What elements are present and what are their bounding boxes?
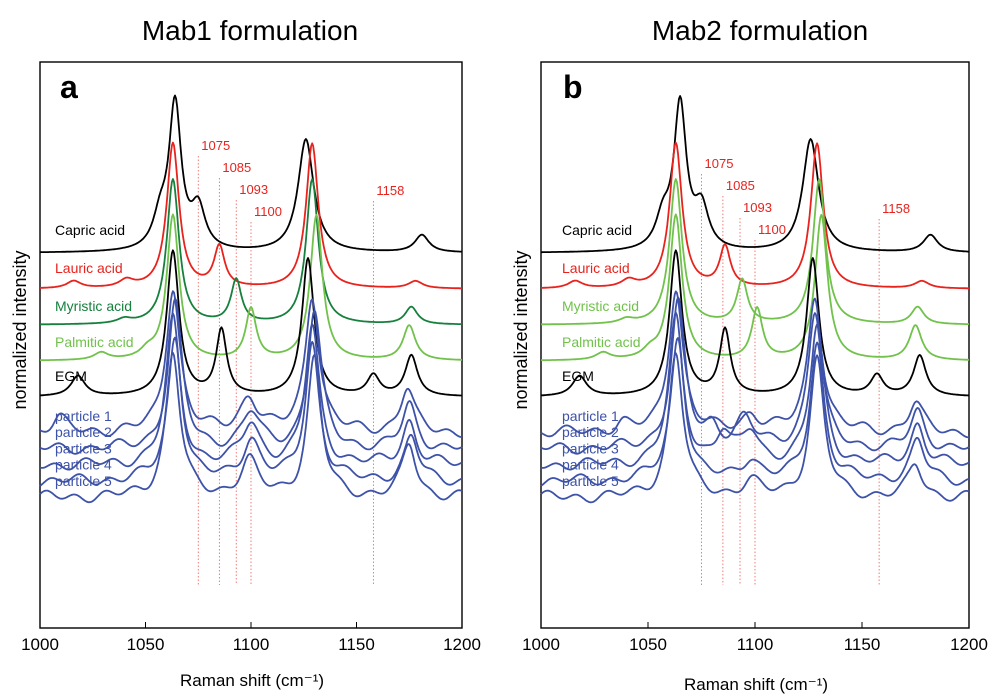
- panel-a-ylabel: normalized intensity: [10, 250, 30, 409]
- x-tick-label: 1200: [950, 635, 988, 654]
- reference-label-1085: 1085: [222, 160, 251, 175]
- series-label-egm: EGM: [55, 368, 87, 384]
- series-label-palmitic-acid: Palmitic acid: [562, 334, 641, 350]
- series-label-particle-3: particle 3: [55, 440, 112, 456]
- panel-b-xlabel: Raman shift (cm⁻¹): [684, 675, 828, 694]
- series-label-egm: EGM: [562, 368, 594, 384]
- spectrum-line-palmitic-acid: [40, 213, 462, 362]
- panel-b-ylabel: normalized intensity: [511, 250, 531, 409]
- panel-b-x-ticks: 1000 1050 1100 1150 1200: [522, 622, 988, 654]
- spectrum-line-particle-5: [540, 352, 970, 504]
- x-tick-label: 1100: [233, 635, 270, 654]
- reference-label-1100: 1100: [758, 222, 786, 237]
- series-label-particle-4: particle 4: [562, 457, 619, 473]
- reference-label-1075: 1075: [201, 138, 230, 153]
- spectrum-line-particle-5: [39, 351, 463, 504]
- panel-a-label: a: [60, 69, 78, 105]
- spectrum-line-particle-3: [39, 312, 463, 471]
- series-label-myristic-acid: Myristic acid: [55, 298, 132, 314]
- x-tick-label: 1050: [127, 635, 165, 654]
- series-label-palmitic-acid: Palmitic acid: [55, 334, 134, 350]
- series-label-particle-3: particle 3: [562, 440, 619, 456]
- spectrum-line-egm: [39, 249, 462, 397]
- spectrum-line-palmitic-acid: [541, 213, 969, 362]
- x-tick-label: 1100: [737, 635, 774, 654]
- series-label-particle-4: particle 4: [55, 457, 112, 473]
- reference-label-1085: 1085: [726, 178, 755, 193]
- reference-label-1100: 1100: [254, 204, 282, 219]
- spectrum-line-particle-2: [540, 296, 970, 455]
- series-label-particle-5: particle 5: [562, 473, 619, 489]
- spectrum-line-capric-acid: [39, 94, 463, 254]
- spectrum-line-myristic-acid: [39, 178, 463, 326]
- reference-label-1093: 1093: [239, 182, 268, 197]
- panel-b-label: b: [563, 69, 583, 105]
- spectrum-line-egm: [540, 249, 970, 397]
- series-label-particle-1: particle 1: [562, 408, 619, 424]
- reference-label-1158: 1158: [376, 183, 404, 198]
- x-tick-label: 1050: [629, 635, 667, 654]
- x-tick-label: 1150: [844, 635, 881, 654]
- panel-a-x-ticks: 1000 1050 1100 1150 1200: [21, 622, 481, 654]
- spectrum-line-particle-1: [39, 290, 462, 438]
- series-label-lauric-acid: Lauric acid: [562, 260, 630, 276]
- spectrum-line-lauric-acid: [541, 141, 969, 290]
- panel-b: Mab2 formulation b normalized intensity …: [511, 15, 988, 694]
- panel-a-xlabel: Raman shift (cm⁻¹): [180, 671, 324, 690]
- series-label-particle-2: particle 2: [562, 424, 619, 440]
- spectrum-line-particle-2: [39, 297, 463, 455]
- panel-a: Mab1 formulation a normalized intensity …: [10, 15, 481, 690]
- spectrum-line-particle-4: [540, 337, 970, 487]
- reference-label-1093: 1093: [743, 200, 772, 215]
- x-tick-label: 1000: [21, 635, 59, 654]
- x-tick-label: 1200: [443, 635, 481, 654]
- panel-a-title: Mab1 formulation: [142, 15, 358, 46]
- panel-b-ref-lines: 1075 1085 1093 1100 1158: [701, 156, 910, 585]
- x-tick-label: 1000: [522, 635, 560, 654]
- series-label-particle-2: particle 2: [55, 424, 112, 440]
- series-label-capric-acid: Capric acid: [55, 222, 125, 238]
- reference-label-1075: 1075: [705, 156, 734, 171]
- panel-a-ref-lines: 1075 1085 1093 1100 1158: [197, 138, 404, 585]
- spectrum-line-particle-4: [39, 336, 463, 487]
- series-label-particle-5: particle 5: [55, 473, 112, 489]
- panel-a-spectra: Capric acid Lauric acid Myristic acid Palmi…: [39, 94, 463, 504]
- series-label-capric-acid: Capric acid: [562, 222, 632, 238]
- series-label-lauric-acid: Lauric acid: [55, 260, 123, 276]
- x-tick-label: 1150: [338, 635, 375, 654]
- panel-b-spectra: Capric acid Lauric acid Myristic acid Palmi…: [540, 95, 970, 504]
- panel-b-title: Mab2 formulation: [652, 15, 868, 46]
- spectrum-line-lauric-acid: [40, 141, 462, 290]
- spectrum-line-particle-1: [540, 290, 969, 439]
- series-label-particle-1: particle 1: [55, 408, 112, 424]
- reference-label-1158: 1158: [882, 201, 910, 216]
- spectrum-line-particle-3: [540, 311, 970, 471]
- series-label-myristic-acid: Myristic acid: [562, 298, 639, 314]
- spectrum-line-capric-acid: [541, 95, 969, 254]
